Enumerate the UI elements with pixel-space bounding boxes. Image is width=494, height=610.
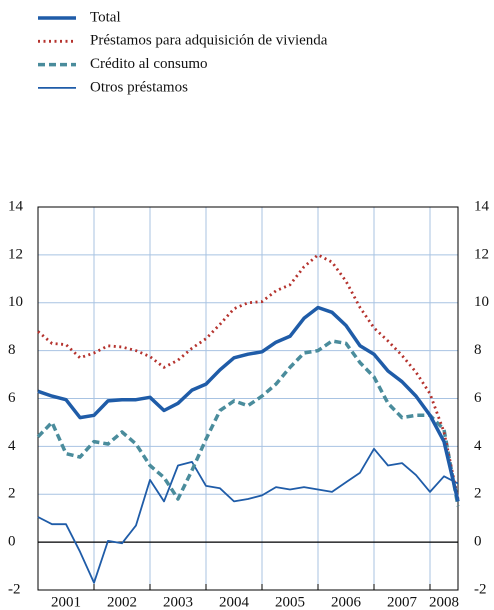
x-tick-label: 2005	[275, 594, 305, 610]
x-tick-label: 2007	[387, 594, 418, 610]
x-tick-label: 2006	[331, 594, 362, 610]
legend-label: Préstamos para adquisición de vivienda	[90, 33, 328, 49]
legend-label: Crédito al consumo	[90, 56, 207, 72]
y-tick-label: -2	[8, 581, 21, 597]
y2-tick-label: 10	[474, 294, 489, 310]
y2-tick-label: 12	[474, 246, 489, 262]
series-line	[37, 447, 459, 584]
y-tick-label: 14	[8, 198, 24, 214]
x-tick-label: 2002	[107, 594, 137, 610]
y2-tick-label: 0	[474, 534, 482, 550]
y-tick-label: 4	[8, 438, 16, 454]
y-tick-label: 8	[8, 342, 16, 358]
series-line	[37, 253, 460, 500]
y2-tick-label: 14	[474, 198, 490, 214]
y2-tick-label: -2	[474, 581, 487, 597]
y2-tick-label: 8	[474, 342, 482, 358]
y2-tick-label: 6	[474, 390, 482, 406]
y-tick-label: 10	[8, 294, 23, 310]
x-tick-label: 2001	[51, 594, 81, 610]
y2-tick-label: 2	[474, 486, 482, 502]
y-tick-label: 0	[8, 534, 16, 550]
legend-label: Total	[90, 9, 121, 25]
y-tick-label: 2	[8, 486, 16, 502]
series-line	[36, 339, 460, 507]
x-tick-label: 2003	[163, 594, 193, 610]
plot-frame	[37, 206, 459, 591]
y-tick-label: 12	[8, 246, 23, 262]
series-line	[37, 305, 460, 502]
legend-label: Otros préstamos	[90, 79, 188, 95]
x-tick-label: 2008	[429, 594, 459, 610]
y-tick-label: 6	[8, 390, 16, 406]
x-tick-label: 2004	[219, 594, 250, 610]
y2-tick-label: 4	[474, 438, 482, 454]
